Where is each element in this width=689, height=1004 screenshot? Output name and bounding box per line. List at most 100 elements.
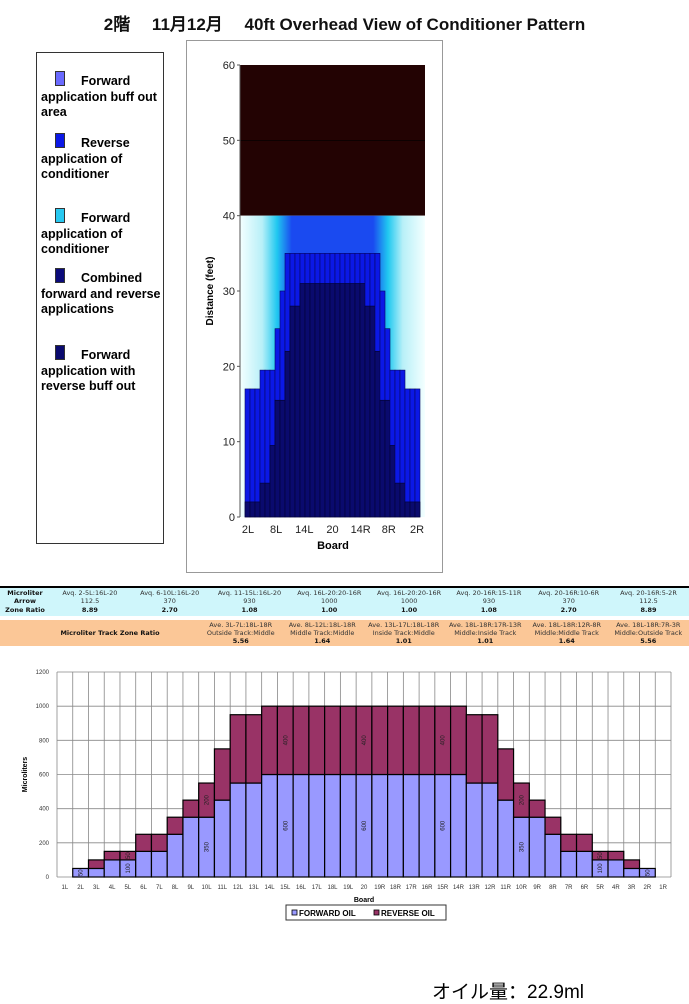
x-tick-label: 11R — [500, 885, 511, 891]
bar-reverse — [325, 706, 341, 774]
x-tick-label: 8L — [270, 524, 282, 536]
combined-column — [355, 283, 360, 517]
legend-item: Combined forward and reverse application… — [41, 268, 165, 318]
zone-value: 1000 — [369, 597, 449, 606]
y-tick-label: 40 — [223, 211, 235, 223]
data-label: 350 — [519, 841, 525, 852]
combined-column — [305, 283, 310, 517]
y-tick-label: 50 — [223, 135, 235, 147]
data-label: 600 — [283, 820, 289, 831]
bar-reverse — [498, 749, 514, 800]
combined-column — [260, 483, 265, 517]
x-tick-label: 17R — [406, 885, 418, 891]
data-label: 50 — [126, 852, 132, 859]
combined-column — [250, 502, 255, 517]
bar-forward — [419, 775, 435, 878]
bar-reverse — [419, 706, 435, 774]
combined-column — [300, 283, 305, 517]
legend-label: REVERSE OIL — [381, 909, 435, 918]
zone-value: 370 — [130, 597, 210, 606]
combined-column — [405, 502, 410, 517]
y-axis-title: Microliters — [22, 757, 29, 793]
x-tick-label: 19L — [343, 885, 354, 891]
x-axis-title: Board — [317, 540, 349, 552]
x-tick-label: 2R — [410, 524, 424, 536]
bar-forward — [214, 800, 230, 877]
legend-item: Forward application of conditioner — [41, 208, 165, 258]
track-ratio: 1.01 — [445, 637, 527, 646]
bar-reverse — [230, 715, 246, 783]
row-head-arrow: Arrow — [0, 597, 50, 606]
data-label: 50 — [79, 869, 85, 876]
bar-forward — [498, 800, 514, 877]
x-tick-label: 14R — [351, 524, 371, 536]
y-tick-label: 1000 — [36, 704, 50, 710]
x-tick-label: 16L — [296, 885, 307, 891]
y-axis-title: Distance (feet) — [205, 257, 216, 326]
x-tick-label: 12R — [484, 885, 496, 891]
track-ratio: 5.56 — [608, 637, 689, 646]
legend-item: Forward application buff out area — [41, 71, 165, 121]
x-tick-label: 16R — [421, 885, 433, 891]
bar-reverse — [403, 706, 419, 774]
bar-reverse — [466, 715, 482, 783]
bar-reverse — [561, 834, 577, 851]
y-tick-label: 0 — [229, 512, 235, 524]
legend-swatch-icon — [292, 910, 297, 915]
y-tick-label: 400 — [39, 807, 50, 813]
x-tick-label: 14L — [265, 885, 276, 891]
x-tick-label: 15L — [280, 885, 291, 891]
combined-column — [270, 445, 275, 517]
x-axis-title: Board — [354, 897, 374, 904]
x-tick-label: 20 — [361, 885, 368, 891]
legend-swatch-icon — [55, 71, 65, 86]
y-tick-label: 200 — [39, 841, 50, 847]
bar-reverse — [372, 706, 388, 774]
x-tick-label: 7R — [565, 885, 573, 891]
data-label: 400 — [283, 735, 289, 746]
combined-column — [350, 283, 355, 517]
bar-forward — [577, 851, 593, 877]
bar-reverse — [545, 817, 561, 834]
zone-ratio: 1.00 — [369, 606, 449, 615]
x-tick-label: 2R — [644, 885, 652, 891]
x-tick-label: 3R — [628, 885, 636, 891]
zone-ratio: 1.08 — [449, 606, 529, 615]
bar-reverse — [214, 749, 230, 800]
data-label: 600 — [362, 820, 368, 831]
zone-value: 112.5 — [50, 597, 130, 606]
bar-forward — [104, 860, 120, 877]
bar-forward — [561, 851, 577, 877]
bar-forward — [167, 834, 183, 877]
legend-swatch-icon — [374, 910, 379, 915]
bar-forward — [246, 783, 262, 877]
bar-reverse — [608, 851, 624, 860]
y-tick-label: 0 — [46, 875, 50, 881]
zone-ratio: 8.89 — [50, 606, 130, 615]
x-tick-label: 1L — [62, 885, 69, 891]
bar-reverse — [340, 706, 356, 774]
data-label: 350 — [205, 841, 211, 852]
zone-value: 1000 — [289, 597, 369, 606]
data-label: 400 — [441, 735, 447, 746]
bar-reverse — [136, 834, 152, 851]
y-tick-label: 20 — [223, 361, 235, 373]
bar-reverse — [451, 706, 467, 774]
x-tick-label: 4R — [612, 885, 620, 891]
zone-value: 112.5 — [609, 597, 689, 606]
bar-reverse — [577, 834, 593, 851]
y-tick-label: 1200 — [36, 670, 50, 676]
x-tick-label: 5L — [125, 885, 132, 891]
data-label: 400 — [362, 735, 368, 746]
combined-column — [395, 483, 400, 517]
bar-forward — [466, 783, 482, 877]
x-tick-label: 7L — [156, 885, 163, 891]
combined-column — [370, 306, 375, 517]
bar-forward — [482, 783, 498, 877]
x-tick-label: 8R — [382, 524, 396, 536]
bar-reverse — [293, 706, 309, 774]
legend-label: FORWARD OIL — [299, 909, 356, 918]
data-label: 200 — [205, 794, 211, 805]
x-tick-label: 8R — [549, 885, 557, 891]
